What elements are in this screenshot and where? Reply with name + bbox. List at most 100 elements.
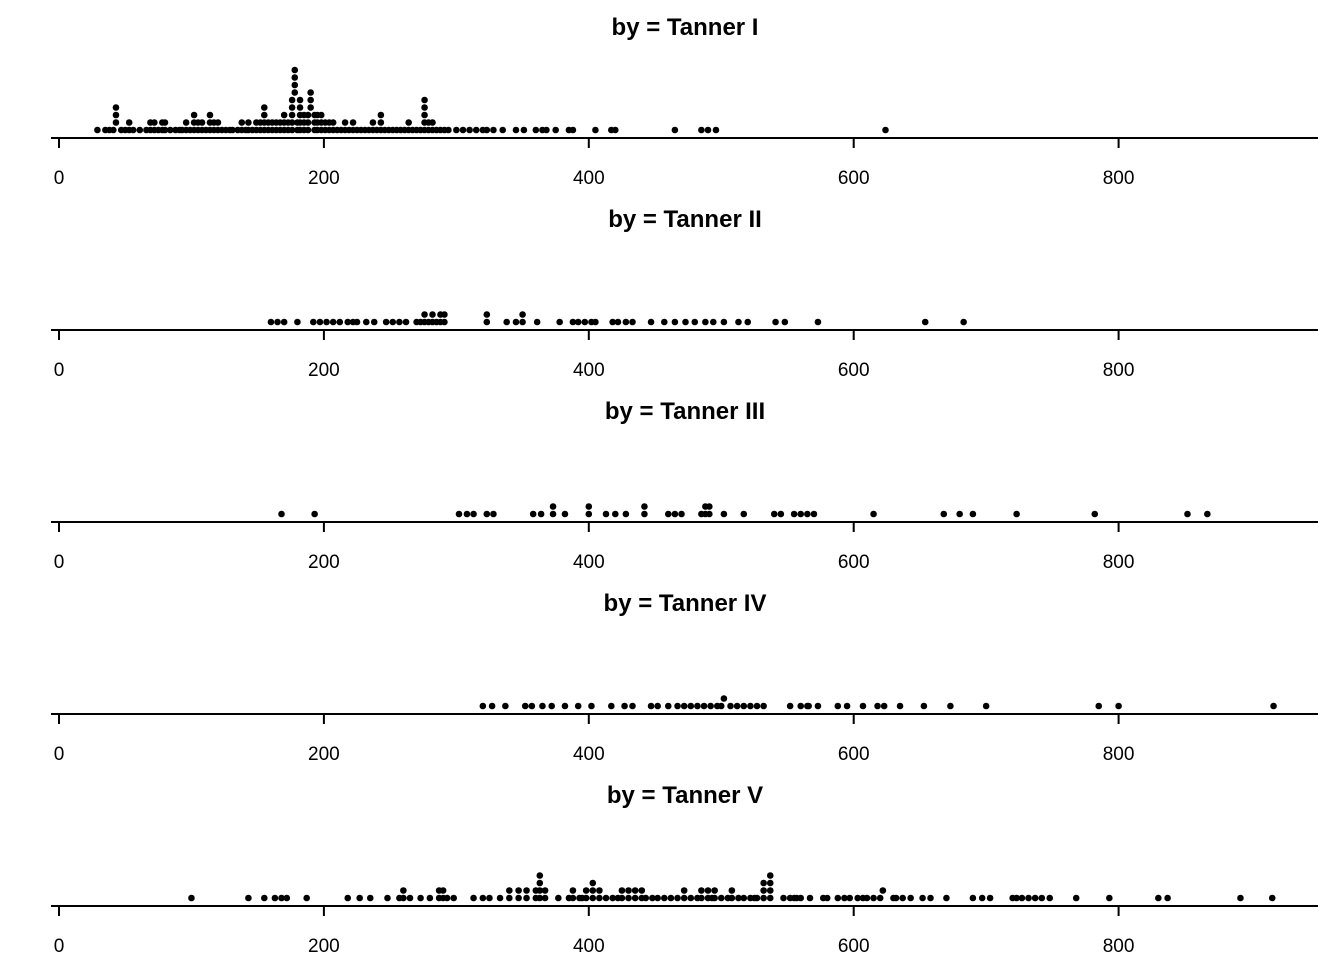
data-point	[294, 318, 301, 326]
data-point	[278, 510, 285, 518]
data-point	[710, 318, 717, 326]
data-point	[608, 702, 615, 710]
data-point	[536, 879, 544, 887]
data-point	[129, 126, 137, 134]
data-point	[698, 126, 705, 134]
panel-title: by = Tanner V	[607, 782, 763, 809]
data-point	[806, 894, 814, 902]
data-point	[316, 318, 324, 326]
data-point	[704, 887, 712, 894]
data-point	[503, 318, 510, 326]
data-point	[541, 894, 549, 902]
data-point	[780, 894, 787, 902]
data-point	[384, 894, 391, 902]
data-point	[552, 126, 559, 134]
data-point	[304, 111, 312, 119]
data-point	[602, 894, 610, 902]
data-point	[453, 126, 460, 134]
data-point	[664, 510, 672, 518]
x-tick-label: 600	[838, 360, 870, 381]
data-point	[896, 702, 904, 710]
data-point	[543, 126, 550, 134]
data-point	[291, 74, 299, 81]
data-point	[329, 119, 337, 126]
data-point	[667, 894, 675, 902]
data-point	[711, 894, 718, 902]
data-point	[310, 318, 317, 326]
data-point	[720, 510, 728, 518]
data-point	[161, 126, 169, 134]
data-point	[519, 318, 526, 326]
data-point	[602, 510, 610, 518]
data-point	[389, 318, 397, 326]
data-point	[400, 887, 407, 894]
data-point	[304, 119, 312, 126]
data-point	[574, 318, 582, 326]
data-point	[506, 894, 513, 902]
panel-2: by = Tanner II 0 200 400 600 800	[51, 206, 1318, 381]
data-point	[880, 702, 888, 710]
data-point	[596, 887, 603, 894]
data-point	[940, 510, 948, 518]
data-point	[483, 311, 491, 318]
data-point	[654, 894, 661, 902]
data-point	[707, 702, 714, 710]
panel-title: by = Tanner II	[608, 206, 762, 233]
x-tick-label: 600	[838, 936, 870, 957]
data-point	[823, 894, 831, 902]
data-point	[609, 318, 616, 326]
data-point	[870, 894, 877, 902]
data-point	[455, 510, 463, 518]
data-point	[110, 126, 117, 134]
data-point	[706, 503, 713, 510]
data-point	[956, 510, 963, 518]
data-point	[214, 119, 222, 126]
data-point	[781, 318, 789, 326]
data-point	[1270, 702, 1277, 710]
data-point	[561, 510, 569, 518]
panel-1: by = Tanner I 0 200 400 600 800	[51, 14, 1318, 189]
data-point	[678, 510, 685, 518]
x-tick-label: 600	[838, 744, 870, 765]
data-point	[94, 126, 101, 134]
data-point	[188, 894, 195, 902]
data-point	[280, 111, 288, 119]
data-point	[589, 879, 597, 887]
data-point	[814, 702, 822, 710]
panel-5: by = Tanner V 0 200 400 600 800	[51, 782, 1318, 957]
data-point	[520, 126, 528, 134]
data-point	[206, 111, 214, 119]
x-tick-label: 0	[54, 936, 65, 957]
data-point	[1046, 894, 1054, 902]
data-point	[647, 702, 655, 710]
x-tick-label: 200	[308, 360, 340, 381]
data-point	[735, 894, 742, 902]
data-point	[618, 887, 626, 894]
data-point	[740, 702, 748, 710]
data-point	[421, 96, 428, 104]
data-point	[483, 126, 491, 134]
data-point	[561, 702, 569, 710]
data-point	[589, 887, 597, 894]
data-point	[921, 318, 929, 326]
data-point	[166, 126, 174, 134]
data-point	[766, 887, 774, 894]
data-point	[406, 894, 414, 902]
data-point	[596, 894, 603, 902]
panel-3: by = Tanner III 0 200 400 600 800	[51, 398, 1318, 573]
data-point	[641, 510, 648, 518]
x-tick-label: 800	[1103, 168, 1135, 189]
x-tick-label: 200	[308, 744, 340, 765]
data-point	[439, 887, 447, 894]
data-point	[969, 510, 977, 518]
panel-title: by = Tanner IV	[604, 590, 767, 617]
x-tick-label: 800	[1103, 360, 1135, 381]
data-point	[405, 119, 412, 126]
data-point	[1237, 894, 1244, 902]
data-point	[229, 126, 236, 134]
x-tick-label: 400	[573, 360, 605, 381]
data-point	[341, 119, 349, 126]
data-point	[760, 887, 767, 894]
data-point	[291, 66, 299, 74]
